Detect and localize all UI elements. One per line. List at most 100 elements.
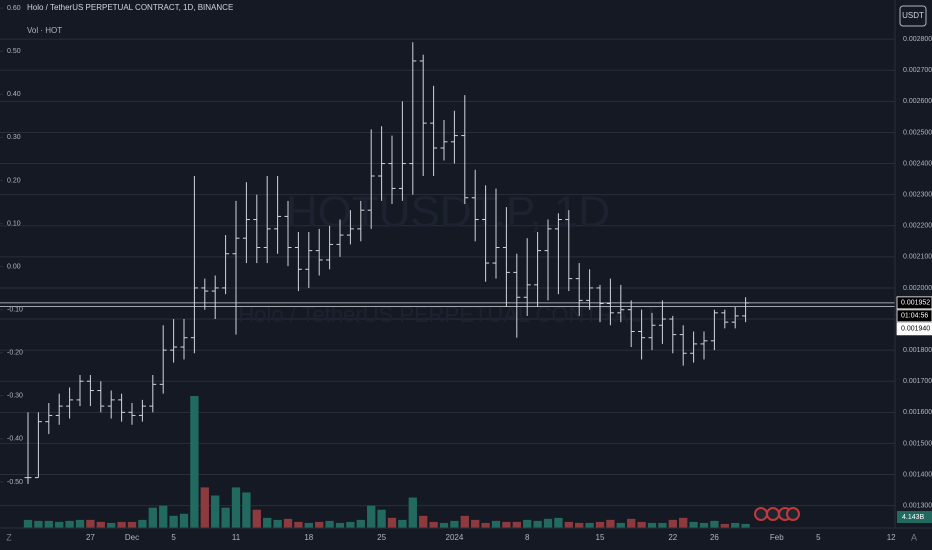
volume-bar: [325, 520, 334, 528]
volume-bar: [75, 519, 85, 528]
x-tick-label: 26: [710, 533, 719, 542]
y2-tick-label: -0.40: [7, 436, 23, 443]
y2-tick-label: -0.10: [7, 306, 23, 313]
y-tick-label: 0.002000: [903, 285, 932, 292]
y2-tick-label: 0.10: [7, 220, 21, 227]
volume-bar: [731, 522, 740, 528]
volume-bar: [252, 509, 261, 528]
price-label: 0.001952: [901, 300, 930, 307]
volume-bar: [377, 509, 386, 528]
volume-bar: [356, 519, 365, 528]
y-tick-label: 0.001800: [903, 347, 932, 354]
volume-bar: [699, 522, 709, 528]
x-tick-label: 25: [377, 533, 386, 542]
price-label-box: [896, 296, 932, 310]
volume-bar: [179, 513, 189, 528]
y2-tick-label: 0.40: [7, 91, 21, 98]
volume-bar: [637, 521, 646, 528]
auto-scale[interactable]: A: [911, 532, 917, 542]
y2-tick-label: 0.20: [7, 177, 21, 184]
volume-bar: [616, 522, 625, 528]
volume-bar: [263, 517, 272, 528]
x-tick-label: Feb: [770, 533, 784, 542]
countdown: 01:04:56: [901, 313, 928, 320]
volume-bar: [543, 518, 553, 528]
volume-bar: [471, 519, 480, 528]
y-tick-label: 0.001600: [903, 409, 932, 416]
y-tick-label: 0.002300: [903, 192, 932, 199]
plot: [0, 42, 895, 528]
x-tick-label: 2024: [446, 533, 464, 542]
y-tick-label: 0.002700: [903, 67, 932, 74]
volume-label: 4.143B: [902, 514, 925, 521]
volume-bar: [65, 520, 74, 528]
event-icon[interactable]: [754, 507, 768, 521]
volume-bar: [460, 515, 469, 528]
volume-bar: [34, 520, 43, 528]
volume-bar: [231, 487, 241, 528]
volume-bar: [408, 497, 417, 528]
x-tick-label: 11: [232, 533, 241, 542]
x-tick-label: 18: [304, 533, 313, 542]
y-tick-label: 0.001500: [903, 440, 932, 447]
currency-button[interactable]: [899, 5, 927, 27]
volume-bar: [564, 521, 573, 528]
volume-bar: [273, 519, 282, 528]
y-tick-label: 0.002400: [903, 160, 932, 167]
price-label: 0.001940: [901, 326, 930, 333]
volume-bar: [294, 521, 303, 528]
y-tick-label: 0.002800: [903, 36, 932, 43]
volume-bar: [575, 522, 584, 528]
volume-bar: [554, 517, 563, 528]
x-tick-label: 5: [171, 533, 176, 542]
volume-bar: [658, 522, 667, 528]
event-icon[interactable]: [766, 507, 780, 521]
y2-tick-label: -0.20: [7, 350, 23, 357]
volume-bar: [23, 519, 33, 528]
countdown-box: [896, 309, 932, 323]
volume-bar: [585, 522, 594, 528]
volume-bar: [283, 518, 293, 528]
y2-tick-label: 0.60: [7, 5, 21, 12]
volume-bar: [346, 521, 355, 528]
volume-bar: [606, 519, 615, 528]
volume-bar: [710, 520, 719, 528]
volume-bar: [523, 519, 532, 528]
axes: 0.002800 0.002700 0.002600 0.002500 0.002400…: [0, 5, 932, 542]
event-icons: [754, 507, 800, 521]
volume-bar: [533, 520, 542, 528]
grid: [0, 38, 895, 507]
y2-tick-label: 0.30: [7, 134, 21, 141]
volume-bar: [242, 492, 251, 528]
x-tick-label: 15: [596, 533, 605, 542]
event-icon[interactable]: [786, 507, 800, 521]
volume-bar: [502, 521, 511, 528]
y-tick-label: 0.002500: [903, 129, 932, 136]
volume-bar: [159, 505, 168, 528]
volume-bar: [741, 523, 750, 528]
volume-bar: [127, 521, 137, 528]
y-tick-label: 0.001400: [903, 471, 932, 478]
y-tick-label: 0.002100: [903, 254, 932, 261]
volume-bar: [419, 515, 428, 528]
x-tick-label: 27: [86, 533, 95, 542]
volume-bar: [96, 521, 105, 528]
volume-bar: [720, 523, 729, 528]
volume-bar: [335, 522, 345, 528]
y-tick-label: 0.002200: [903, 223, 932, 230]
zoom-icon[interactable]: Z: [6, 532, 12, 542]
volume-bar: [387, 517, 397, 528]
volume-bar: [647, 522, 657, 528]
volume-bar: [512, 521, 521, 528]
volume-legend: Vol · HOT: [27, 26, 62, 35]
currency[interactable]: USDT: [902, 11, 924, 20]
y2-tick-label: -0.30: [7, 393, 23, 400]
y-tick-label: 0.002600: [903, 98, 932, 105]
volume-bar: [450, 520, 459, 528]
volume-bar: [221, 507, 230, 528]
volume-bar: [668, 519, 677, 528]
volume-bar: [148, 507, 157, 528]
volume-bar: [679, 517, 688, 528]
y2-tick-label: -0.50: [7, 479, 23, 486]
